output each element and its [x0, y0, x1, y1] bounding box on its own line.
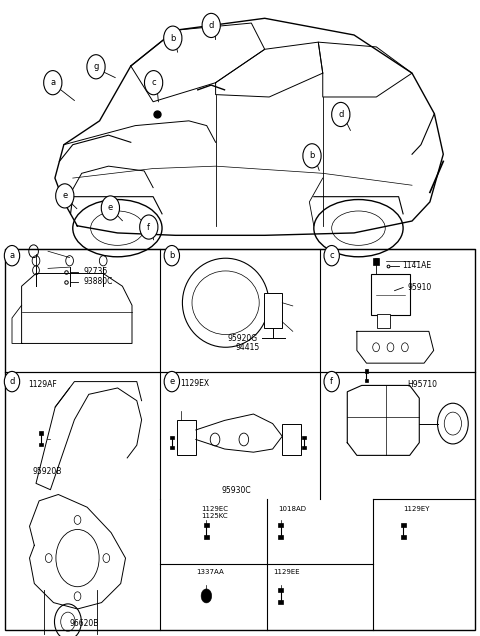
Text: d: d	[338, 110, 344, 119]
Circle shape	[164, 371, 180, 392]
Text: 1129AF: 1129AF	[28, 380, 57, 389]
Text: 95930C: 95930C	[222, 487, 252, 495]
Bar	[365, 370, 368, 373]
Bar	[177, 420, 196, 455]
Text: b: b	[170, 34, 176, 43]
Bar	[302, 436, 306, 439]
Text: 1018AD: 1018AD	[278, 506, 306, 512]
Text: 96620B: 96620B	[70, 619, 99, 628]
Circle shape	[332, 102, 350, 127]
Text: 95920G: 95920G	[228, 334, 258, 343]
Bar	[264, 293, 282, 328]
Text: e: e	[169, 377, 174, 386]
Circle shape	[4, 245, 20, 266]
Bar	[5, 249, 475, 630]
Text: e: e	[108, 204, 113, 212]
Bar	[170, 446, 174, 449]
Text: g: g	[93, 62, 99, 71]
Text: a: a	[50, 78, 55, 87]
Bar	[373, 258, 379, 265]
Text: d: d	[208, 21, 214, 30]
Bar	[170, 436, 174, 439]
Text: H95710: H95710	[407, 380, 437, 389]
Text: 1129EC: 1129EC	[202, 506, 228, 512]
Text: a: a	[10, 251, 14, 260]
Text: b: b	[309, 151, 315, 160]
Bar	[401, 523, 406, 527]
Bar	[5, 249, 475, 630]
Text: 1129EE: 1129EE	[274, 569, 300, 576]
Bar	[39, 443, 43, 446]
Circle shape	[4, 371, 20, 392]
Bar	[278, 600, 283, 604]
Circle shape	[164, 26, 182, 50]
Bar	[377, 314, 390, 328]
Circle shape	[44, 71, 62, 95]
Circle shape	[164, 245, 180, 266]
Text: 95920B: 95920B	[33, 467, 62, 476]
Text: 1129EX: 1129EX	[180, 379, 209, 388]
Bar	[278, 536, 283, 539]
Circle shape	[303, 144, 321, 168]
Text: 1125KC: 1125KC	[202, 513, 228, 520]
Text: c: c	[329, 251, 334, 260]
Bar	[401, 536, 406, 539]
Bar	[372, 274, 409, 315]
Bar	[365, 379, 368, 382]
Text: d: d	[9, 377, 15, 386]
Bar	[278, 588, 283, 591]
Bar	[282, 424, 301, 455]
Text: 95910: 95910	[408, 283, 432, 292]
Bar	[39, 431, 43, 435]
Circle shape	[324, 371, 339, 392]
Text: 1129EY: 1129EY	[403, 506, 430, 512]
Bar	[278, 523, 283, 527]
Circle shape	[202, 13, 220, 38]
Bar	[302, 446, 306, 449]
Circle shape	[140, 215, 158, 239]
Text: f: f	[147, 223, 150, 232]
Circle shape	[201, 589, 212, 603]
Circle shape	[324, 245, 339, 266]
Text: 92736: 92736	[84, 267, 108, 276]
Text: c: c	[151, 78, 156, 87]
Text: 1141AE: 1141AE	[402, 261, 432, 270]
Text: b: b	[169, 251, 175, 260]
Text: f: f	[330, 377, 333, 386]
Bar	[204, 523, 209, 527]
Circle shape	[101, 196, 120, 220]
Circle shape	[87, 55, 105, 79]
Bar	[204, 536, 209, 539]
Text: 1337AA: 1337AA	[196, 569, 224, 576]
Text: 94415: 94415	[235, 343, 260, 352]
Circle shape	[56, 184, 74, 208]
Text: e: e	[62, 191, 67, 200]
Circle shape	[144, 71, 163, 95]
Text: 93880C: 93880C	[84, 277, 113, 286]
